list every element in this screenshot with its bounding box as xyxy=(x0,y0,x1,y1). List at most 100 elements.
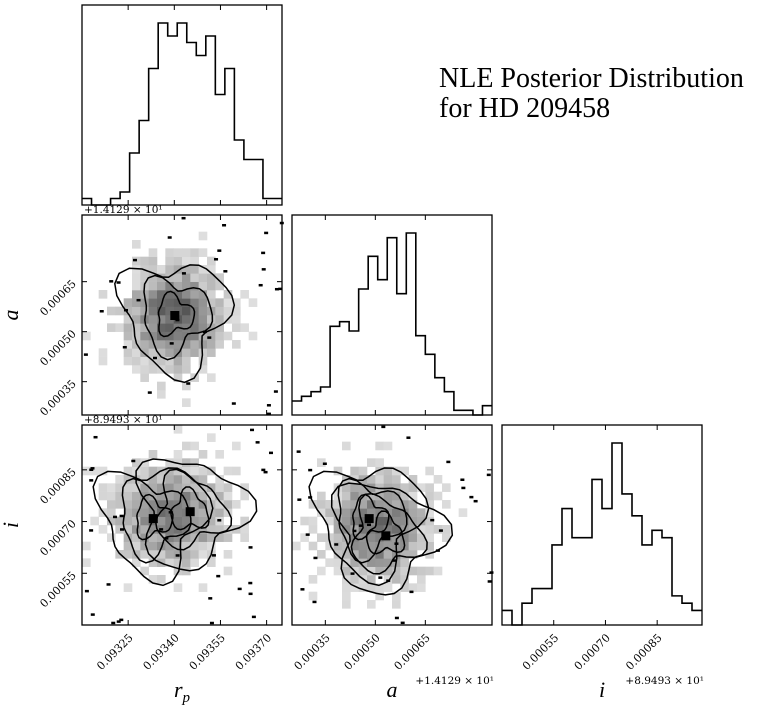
density-cell xyxy=(198,466,208,476)
density-cell xyxy=(392,516,401,526)
density-cell xyxy=(425,483,434,492)
density-cell xyxy=(190,273,199,282)
density-cell xyxy=(140,256,149,266)
density-cell xyxy=(433,491,443,501)
density-cell xyxy=(417,508,426,517)
outlier-point xyxy=(175,318,180,322)
density-cell xyxy=(132,525,141,534)
figure-title: NLE Posterior Distribution for HD 209458 xyxy=(439,63,744,124)
x-tick-label: 0.09370 xyxy=(233,631,274,672)
density-cell xyxy=(308,541,318,551)
density-cell xyxy=(207,525,216,534)
density-cell xyxy=(157,306,166,316)
density-cell xyxy=(207,433,216,442)
density-cell xyxy=(115,323,124,332)
density-cell xyxy=(223,306,233,316)
density-cell xyxy=(248,331,258,341)
density-cell xyxy=(383,525,393,534)
density-cell xyxy=(165,248,174,257)
outlier-point xyxy=(99,310,104,313)
density-cell xyxy=(123,298,133,307)
density-cell xyxy=(240,483,249,492)
density-cell xyxy=(148,340,158,349)
density-cell xyxy=(157,381,166,391)
density-cell xyxy=(350,558,359,567)
density-cell xyxy=(157,500,166,509)
offset-label-i-top: +8.9493 × 10¹ xyxy=(84,414,163,426)
density-cell xyxy=(392,500,401,509)
density-cell xyxy=(223,508,233,517)
density-cell xyxy=(140,365,149,374)
density-cell xyxy=(157,475,166,484)
density-cell xyxy=(182,365,191,374)
density-cell xyxy=(240,323,249,332)
density-cell xyxy=(383,441,393,451)
density-cell xyxy=(148,331,158,341)
density-cell xyxy=(140,458,149,467)
density-cell xyxy=(123,516,133,526)
density-cell xyxy=(148,290,158,299)
density-cell xyxy=(375,558,384,567)
density-cell xyxy=(350,525,359,534)
x-tick-label: 0.00055 xyxy=(520,631,561,672)
density-cell xyxy=(157,348,166,357)
density-cell xyxy=(342,491,351,501)
density-cell xyxy=(132,365,141,374)
outlier-point xyxy=(120,528,125,531)
outlier-point xyxy=(300,588,305,591)
outlier-point xyxy=(261,251,266,255)
density-cell xyxy=(182,525,191,534)
density-cell xyxy=(182,458,191,467)
outlier-point xyxy=(308,496,313,499)
density-cell xyxy=(383,475,393,484)
density-cell xyxy=(417,566,426,576)
density-cell xyxy=(123,356,133,366)
density-cell xyxy=(207,373,216,382)
outlier-point xyxy=(438,529,443,532)
density-cell xyxy=(132,458,141,467)
density-cell xyxy=(358,550,368,559)
density-cell xyxy=(115,475,124,484)
density-cell xyxy=(148,558,158,567)
outlier-point xyxy=(214,258,219,261)
density-cell xyxy=(165,273,174,282)
outlier-point xyxy=(181,216,186,220)
density-cell xyxy=(433,475,443,484)
histogram-panel-i xyxy=(502,442,702,626)
density-cell xyxy=(375,541,384,551)
outlier-point xyxy=(84,589,89,593)
density-cell xyxy=(375,566,384,576)
density-cell xyxy=(132,315,141,324)
y-tick-label: 0.00065 xyxy=(37,277,78,318)
density-cell xyxy=(182,348,191,357)
density-cell xyxy=(442,500,451,509)
density-cell xyxy=(107,508,116,517)
density-cell xyxy=(123,323,133,332)
density-cell xyxy=(325,541,334,551)
density-cell xyxy=(417,483,426,492)
density-cell xyxy=(342,508,351,517)
density-cell xyxy=(190,533,199,542)
contour-line xyxy=(365,510,406,555)
density-cell xyxy=(417,583,426,592)
density-cell xyxy=(123,348,133,357)
outlier-point xyxy=(305,533,310,536)
density-cell xyxy=(325,500,334,509)
y-axis-label-a: a xyxy=(0,310,23,321)
density-cell xyxy=(132,306,141,316)
density-cell xyxy=(198,340,208,349)
density-cell xyxy=(215,491,224,501)
density-cell xyxy=(173,256,183,266)
outlier-point xyxy=(152,356,157,360)
outlier-point xyxy=(313,556,318,560)
density-cell xyxy=(400,575,409,584)
density-cell xyxy=(198,298,208,307)
density-cell xyxy=(140,508,149,517)
density-cell xyxy=(392,533,401,542)
density-cell xyxy=(342,591,351,601)
density-cell xyxy=(207,265,216,274)
density-cell xyxy=(392,575,401,584)
outlier-point xyxy=(312,600,317,604)
density-cell xyxy=(165,315,174,324)
density-cell xyxy=(148,315,158,324)
